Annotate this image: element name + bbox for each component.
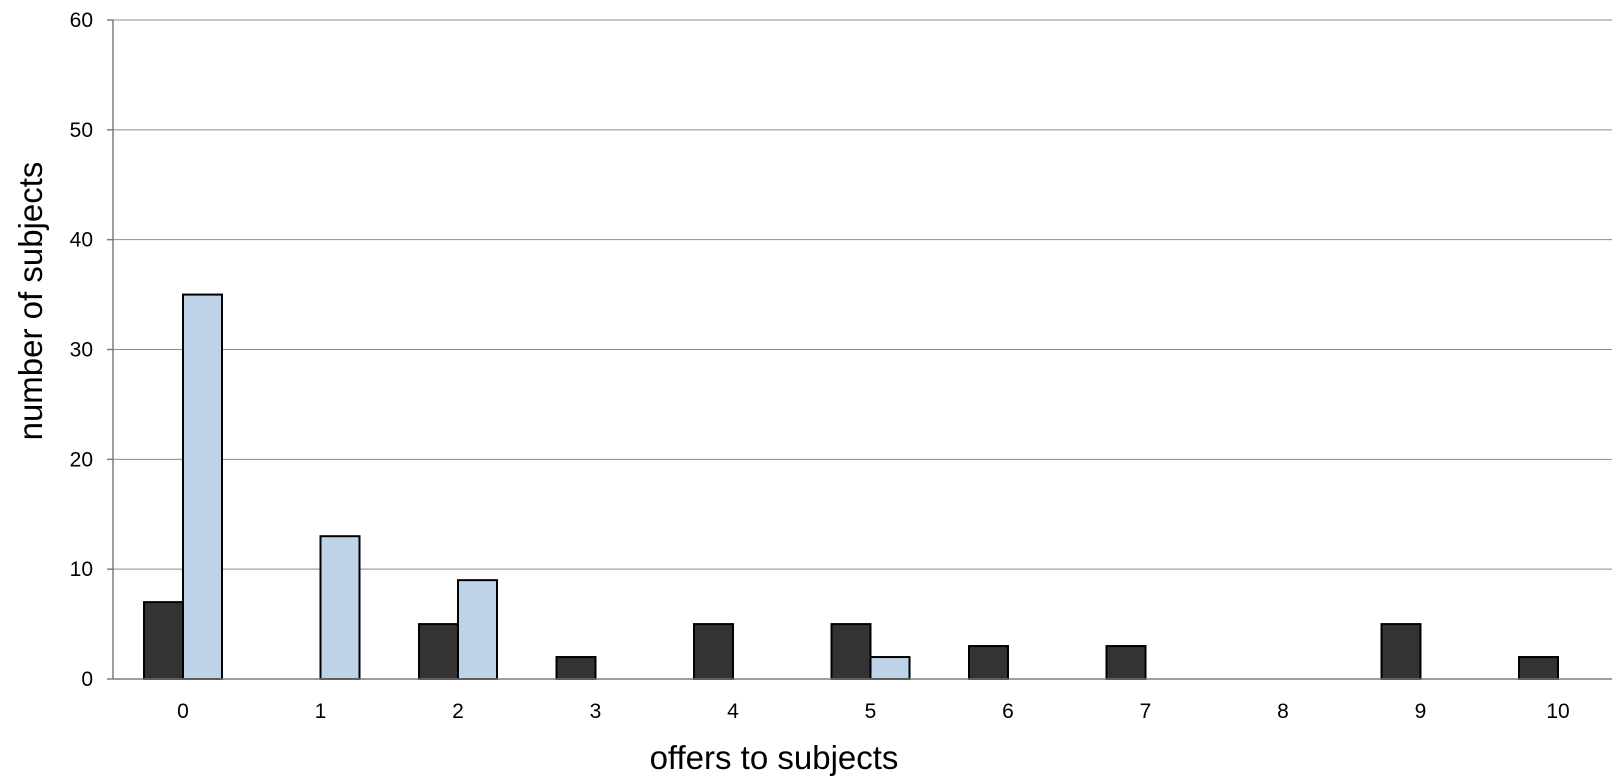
y-tick-label: 20	[70, 448, 93, 471]
x-tick-label: 3	[590, 700, 602, 723]
bar-series-2-category-1	[319, 535, 361, 681]
y-tick-label: 10	[70, 558, 93, 581]
x-tick-label: 8	[1277, 700, 1289, 723]
bars	[143, 293, 1559, 681]
bar-series-1-category-7	[1105, 645, 1147, 680]
x-tick-label: 1	[315, 700, 327, 723]
bar-series-1-category-10	[1518, 656, 1559, 680]
bar-series-1-category-3	[555, 656, 597, 680]
bar-series-1-category-2	[418, 623, 459, 680]
bar-series-1-category-4	[693, 623, 734, 680]
x-tick-label: 10	[1546, 700, 1569, 723]
y-tick-label: 60	[70, 9, 93, 32]
bar-series-2-category-0	[182, 293, 223, 680]
bar-series-2-category-2	[457, 579, 498, 681]
x-tick-label: 0	[177, 700, 189, 723]
x-tick-label: 2	[452, 700, 464, 723]
bar-series-1-category-9	[1380, 623, 1422, 680]
x-tick-labels: 0 1 2 3 4 5 6 7 8 9 10	[177, 700, 1570, 723]
y-tick-label: 30	[70, 339, 93, 362]
x-tick-label: 4	[727, 700, 739, 723]
bar-series-1-category-6	[968, 645, 1009, 680]
y-tick-label: 40	[70, 229, 93, 252]
axes	[112, 20, 1612, 680]
y-axis-title: number of subjects	[12, 162, 49, 441]
x-axis-title: offers to subjects	[650, 739, 899, 776]
gridlines	[107, 19, 1612, 680]
x-tick-label: 6	[1002, 700, 1014, 723]
y-tick-labels: 0 10 20 30 40 50 60	[70, 9, 93, 691]
y-tick-label: 0	[81, 668, 93, 691]
bar-series-1-category-0	[143, 601, 184, 680]
x-tick-label: 9	[1415, 700, 1427, 723]
bar-series-2-category-5	[869, 656, 911, 680]
x-tick-label: 5	[865, 700, 877, 723]
y-tick-label: 50	[70, 119, 93, 142]
x-tick-label: 7	[1140, 700, 1152, 723]
bar-series-1-category-5	[830, 623, 872, 680]
